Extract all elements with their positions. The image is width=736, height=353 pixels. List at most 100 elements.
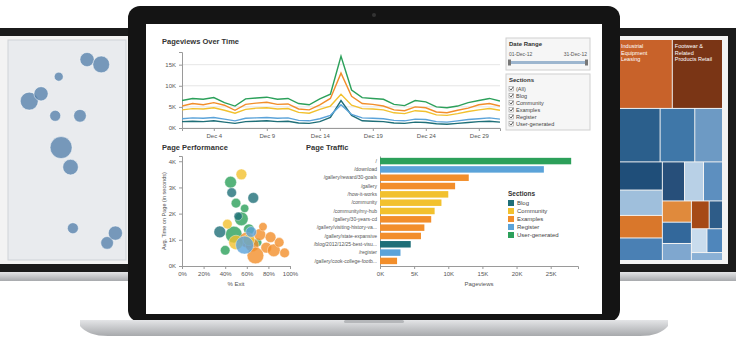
category-tick: /community	[351, 199, 380, 205]
x-tick-label: 20%	[198, 271, 211, 277]
checkbox[interactable]	[509, 101, 514, 106]
checkbox[interactable]	[509, 122, 514, 127]
x-axis-line	[381, 267, 579, 270]
bar	[380, 224, 424, 230]
x-tick-mark	[373, 128, 374, 131]
treemap-cell	[619, 191, 662, 215]
treemap-cell	[704, 162, 722, 200]
x-tick-label: 10K	[443, 271, 454, 277]
category-tick: /gallery	[361, 183, 380, 189]
y-tick-label: 5K	[169, 104, 176, 110]
legend-label: Register	[517, 224, 539, 230]
legend-swatch	[508, 216, 514, 222]
x-tick: Dec 24	[417, 128, 437, 139]
bubble	[240, 204, 248, 212]
x-tick-mark	[267, 128, 268, 131]
checkbox[interactable]	[509, 94, 514, 99]
bubble	[214, 226, 226, 238]
treemap-cell	[692, 201, 709, 228]
grid-line	[182, 64, 500, 65]
checkbox[interactable]	[509, 87, 514, 92]
x-tick: 25K	[546, 266, 557, 277]
x-tick-label: Dec 4	[206, 133, 222, 139]
treemap-cell	[619, 109, 660, 161]
checkmark	[510, 122, 513, 125]
y-tick-label: 3K	[169, 185, 176, 191]
legend-label: Community	[517, 208, 547, 214]
treemap-cell	[663, 201, 691, 221]
y-tick-mark	[179, 107, 182, 108]
treemap-label: Footwear &RelatedProducts Retail	[675, 43, 712, 62]
plot-area	[182, 56, 500, 124]
x-tick-label: Dec 24	[417, 133, 437, 139]
x-tick-mark	[225, 266, 226, 269]
x-tick-mark	[448, 266, 449, 269]
x-tick: 10K	[443, 266, 454, 277]
map-bubble	[74, 109, 87, 122]
section-item: Blog	[516, 93, 527, 99]
x-axis: 0%20%40%60%80%100%	[178, 266, 299, 277]
page: IndustrialEquipmentLeasing Footwear &Rela…	[0, 0, 736, 353]
section-item: User-generated	[516, 121, 554, 127]
category-tick-label: /community	[351, 199, 377, 205]
x-tick-mark	[551, 266, 552, 269]
legend-title: Sections	[508, 190, 535, 197]
treemap-cell	[673, 40, 722, 108]
bubble	[231, 198, 241, 208]
checkmark	[510, 108, 513, 111]
checkbox[interactable]	[509, 108, 514, 113]
category-tick-label: /gallery/visiting-history-va...	[317, 224, 377, 230]
bar	[380, 233, 421, 239]
treemap-label: IndustrialEquipmentLeasing	[621, 43, 648, 62]
category-tick: /download	[354, 166, 380, 172]
date-range-end: 31-Dec-12	[564, 51, 588, 57]
x-tick-label: 25K	[546, 271, 557, 277]
category-tick-label: /community/my-hub	[333, 208, 377, 214]
treemap-cell	[619, 40, 672, 108]
date-range-start: 01-Dec-12	[509, 51, 533, 57]
x-tick-mark	[320, 128, 321, 131]
bar	[380, 183, 455, 189]
map-bubble	[67, 223, 78, 234]
x-tick-mark	[247, 266, 248, 269]
x-tick: 40%	[220, 266, 233, 277]
x-tick-label: 5K	[411, 271, 418, 277]
bubble	[274, 238, 284, 248]
date-slider-handle	[508, 60, 511, 66]
y-tick-mark	[179, 214, 182, 215]
checkmark	[510, 87, 513, 90]
y-tick: 0K	[169, 125, 182, 131]
legend-label: Blog	[517, 200, 529, 206]
bubble	[227, 188, 237, 198]
sections-box	[506, 74, 590, 130]
legend-swatch	[508, 200, 514, 206]
treemap-cell	[661, 109, 695, 161]
x-tick-label: Dec 14	[311, 133, 331, 139]
category-tick-label: /gallery	[361, 183, 378, 189]
plot-area	[20, 52, 122, 249]
map-bubble	[50, 137, 72, 159]
category-tick-label: /download	[354, 166, 377, 172]
bar	[380, 249, 400, 255]
main-laptop-base	[80, 320, 668, 336]
x-tick-label: 0K	[377, 271, 384, 277]
checkbox[interactable]	[509, 115, 514, 120]
x-tick: Dec 29	[470, 128, 490, 139]
treemap-cell	[619, 216, 662, 238]
y-tick: 10K	[165, 83, 182, 89]
bubble	[246, 227, 257, 238]
map-bubble	[34, 87, 48, 101]
map-bubble	[54, 72, 63, 81]
y-tick-mark	[179, 86, 182, 87]
bubble	[280, 248, 290, 258]
bubble	[235, 212, 249, 226]
x-axis: 0K5K10K15K20K25K	[377, 266, 579, 277]
checkmark	[510, 101, 513, 104]
series-line	[182, 56, 500, 108]
chart-title: Pageviews Over Time	[162, 37, 239, 46]
y-tick: 1K	[169, 237, 182, 243]
date-range-title: Date Range	[509, 41, 543, 47]
map-bubble	[50, 110, 61, 121]
bubble	[236, 236, 254, 254]
x-axis-line	[183, 129, 501, 132]
